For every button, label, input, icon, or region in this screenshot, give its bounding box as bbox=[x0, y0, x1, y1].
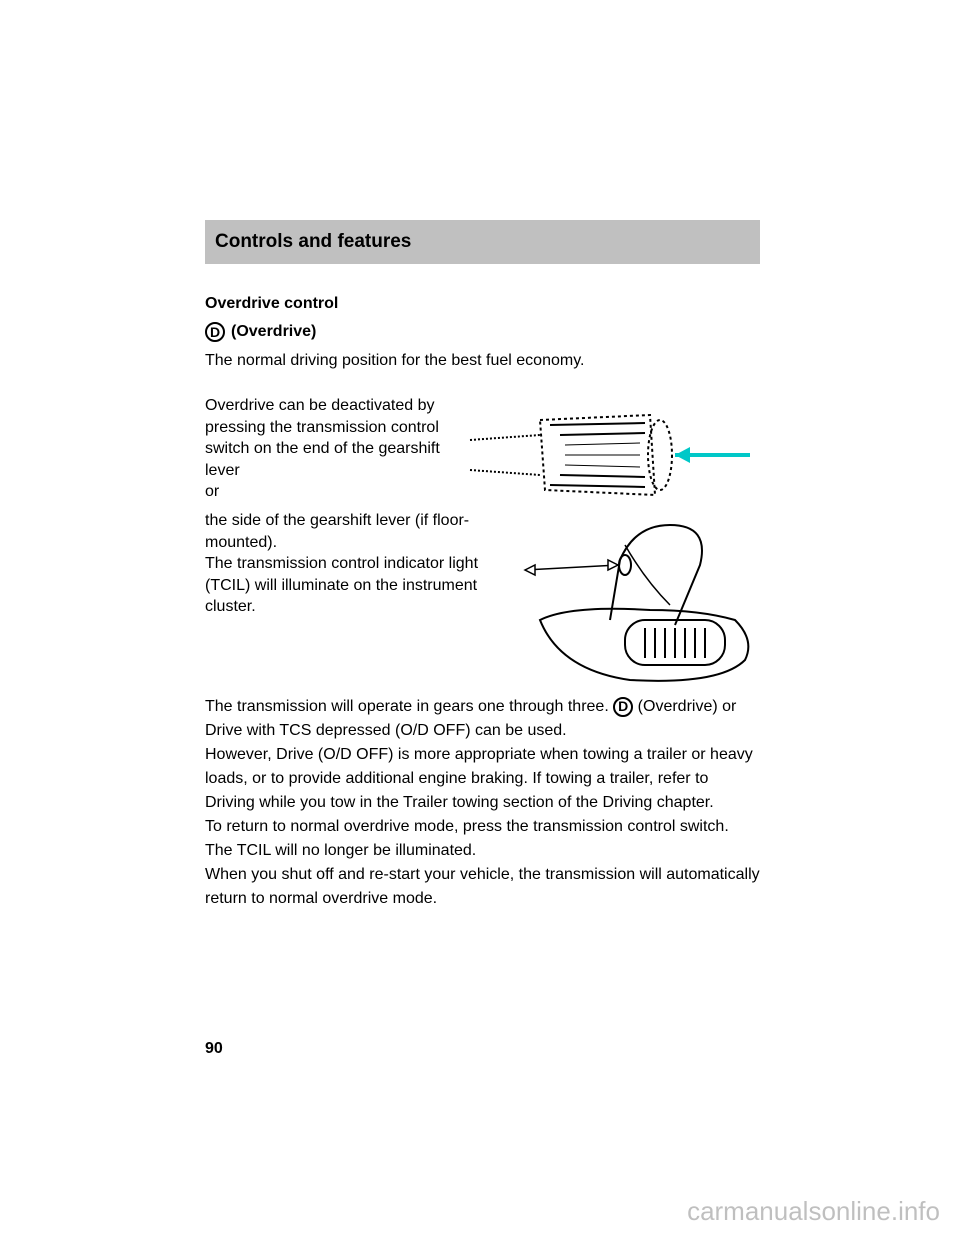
d-overdrive-icon: D bbox=[205, 322, 225, 342]
paragraph-2b: or bbox=[205, 483, 219, 500]
overdrive-label: (Overdrive) bbox=[231, 323, 316, 341]
paragraph-3a: the side of the gearshift lever (if floo… bbox=[205, 512, 469, 551]
paragraph-block-4: The transmission will operate in gears o… bbox=[205, 695, 760, 911]
header-bar: Controls and features bbox=[205, 220, 760, 264]
paragraph-1: The normal driving position for the best… bbox=[205, 350, 760, 372]
page-number: 90 bbox=[205, 1040, 223, 1058]
paragraph-4-before: The transmission will operate in gears o… bbox=[205, 698, 613, 715]
paragraph-7: When you shut off and re-start your vehi… bbox=[205, 866, 760, 907]
section-title: Overdrive control bbox=[205, 295, 760, 313]
lever-illustration bbox=[460, 395, 760, 505]
watermark: carmanualsonline.info bbox=[687, 1196, 940, 1227]
d-overdrive-icon-inline: D bbox=[613, 697, 633, 717]
paragraph-2a: Overdrive can be deactivated by pressing… bbox=[205, 397, 440, 479]
paragraph-5: However, Drive (O/D OFF) is more appropr… bbox=[205, 746, 753, 811]
paragraph-2: Overdrive can be deactivated by pressing… bbox=[205, 395, 455, 503]
paragraph-6: To return to normal overdrive mode, pres… bbox=[205, 818, 729, 859]
paragraph-3b: The transmission control indicator light… bbox=[205, 555, 478, 615]
d-overdrive-icon-inline-wrap: D bbox=[613, 697, 633, 717]
overdrive-row: D (Overdrive) bbox=[205, 322, 760, 342]
paragraph-3: the side of the gearshift lever (if floo… bbox=[205, 510, 495, 618]
floor-shift-illustration bbox=[500, 510, 760, 690]
header-title: Controls and features bbox=[215, 231, 411, 253]
